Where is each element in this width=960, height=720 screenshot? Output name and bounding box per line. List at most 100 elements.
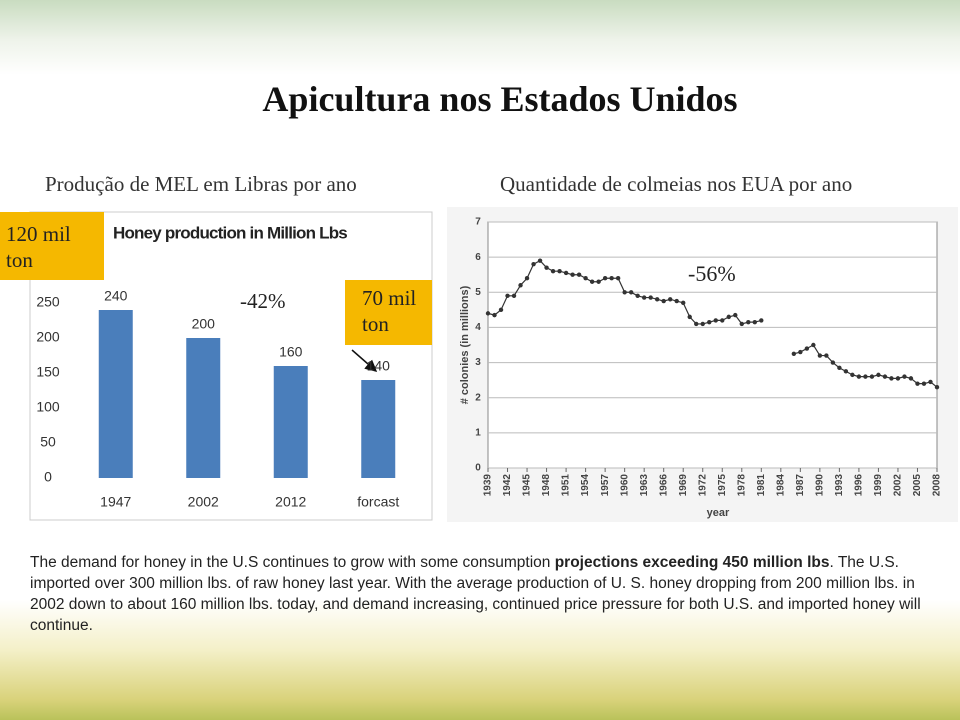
- data-point: [498, 307, 504, 313]
- arrow: [351, 349, 378, 372]
- annotation-box: [0, 212, 104, 280]
- y-tick-label: 150: [36, 364, 60, 380]
- x-tick-label: 1963: [639, 474, 650, 497]
- data-point: [531, 261, 536, 267]
- data-point: [602, 276, 608, 281]
- x-tick-label: 1981: [756, 474, 767, 497]
- data-point: [596, 279, 601, 284]
- chart-title: Honey production in Million Lbs: [113, 223, 347, 242]
- data-point: [830, 360, 836, 365]
- data-point: [615, 276, 621, 281]
- data-point: [570, 272, 575, 277]
- data-point: [895, 376, 901, 381]
- data-point: [707, 319, 712, 325]
- data-point: [641, 295, 647, 300]
- data-point: [583, 276, 588, 281]
- data-point: [661, 298, 666, 304]
- y-axis-label: # colonies (in millions): [459, 285, 471, 404]
- x-tick-label: 1969: [678, 474, 689, 497]
- data-point: [739, 321, 744, 327]
- bar: [98, 310, 133, 478]
- data-point: [915, 381, 920, 386]
- bar-chart: Honey production in Million Lbs 0 50 100 150…: [6, 222, 416, 510]
- data-point: [687, 314, 692, 320]
- data-point: [850, 372, 855, 378]
- annotation: 120 mil ton: [6, 222, 71, 272]
- x-tick-label: 2008: [932, 474, 943, 497]
- data-point: [837, 365, 842, 371]
- x-tick-label: 1972: [697, 474, 708, 497]
- data-point: [726, 314, 731, 320]
- y-tick-label: 0: [44, 469, 52, 485]
- y-tick-label: 6: [475, 252, 481, 263]
- paragraph: The demand for honey in the U.S continue…: [30, 552, 940, 636]
- bar: [273, 366, 308, 478]
- data-point: [934, 384, 940, 390]
- x-tick-label: 1960: [619, 474, 630, 497]
- y-tick-label: 100: [36, 399, 60, 415]
- y-tick-label: 250: [36, 294, 60, 310]
- plot-area: [487, 221, 938, 469]
- x-tick-label: 1942: [502, 474, 513, 497]
- y-tick-label: 4: [475, 322, 481, 333]
- data-point: [622, 290, 627, 295]
- data-point: [882, 374, 888, 379]
- data-point: [537, 258, 543, 263]
- annotation-box: [345, 280, 432, 345]
- left-heading: Produção de MEL em Libras por ano: [45, 172, 357, 196]
- y-tick-label: 3: [475, 357, 481, 368]
- data-point: [485, 311, 491, 316]
- data-point: [928, 379, 933, 385]
- data-point: [733, 312, 738, 318]
- data-point: [817, 353, 823, 358]
- x-tick-label: 2012: [275, 494, 306, 510]
- data-point: [752, 319, 757, 325]
- data-point: [804, 346, 810, 351]
- x-tick-label: 1987: [795, 474, 806, 497]
- annotation: 70 mil ton: [362, 286, 416, 336]
- y-tick-label: 50: [40, 434, 56, 450]
- right-heading: Quantidade de colmeias nos EUA por ano: [500, 172, 853, 196]
- text: The demand for honey in the U.S continue…: [30, 554, 555, 571]
- x-tick-label: 1975: [717, 474, 728, 497]
- y-tick-label: 2: [475, 392, 481, 403]
- x-tick-label: 2005: [912, 474, 923, 497]
- slide-title: Apicultura nos Estados Unidos: [262, 79, 738, 119]
- data-point: [902, 374, 907, 379]
- data-point: [628, 290, 634, 295]
- data-point: [576, 272, 582, 277]
- x-tick-label: 1939: [483, 474, 494, 497]
- y-tick-label: 1: [475, 427, 481, 438]
- x-tick-label: 1984: [775, 474, 786, 497]
- data-point: [635, 293, 640, 298]
- data-point: [759, 318, 764, 323]
- x-tick-label: 1945: [522, 474, 533, 497]
- data-point: [811, 342, 816, 348]
- x-tick-label: 1990: [815, 474, 826, 497]
- data-point: [921, 381, 927, 386]
- data-point: [589, 279, 595, 284]
- data-point: [524, 276, 530, 281]
- data-point: [856, 374, 862, 379]
- data-point: [843, 369, 849, 374]
- x-tick-label: forcast: [357, 494, 399, 510]
- data-point: [798, 349, 803, 355]
- y-tick-label: 0: [475, 463, 481, 474]
- data-point: [674, 298, 679, 304]
- text: . The U.S. imported over 300 million lbs…: [30, 554, 921, 634]
- data-point: [908, 376, 914, 381]
- data-point: [492, 312, 497, 318]
- y-tick-label: 200: [36, 329, 60, 345]
- x-tick-label: 1951: [561, 474, 572, 497]
- x-tick-label: 1978: [736, 474, 747, 497]
- value-label: 160: [279, 344, 303, 360]
- data-point: [550, 269, 556, 274]
- data-point: [700, 321, 705, 327]
- data-point: [544, 265, 549, 270]
- data-point: [557, 269, 562, 274]
- x-tick-label: 1954: [580, 474, 591, 497]
- value-label: 140: [367, 358, 391, 374]
- x-tick-label: 1957: [600, 474, 611, 497]
